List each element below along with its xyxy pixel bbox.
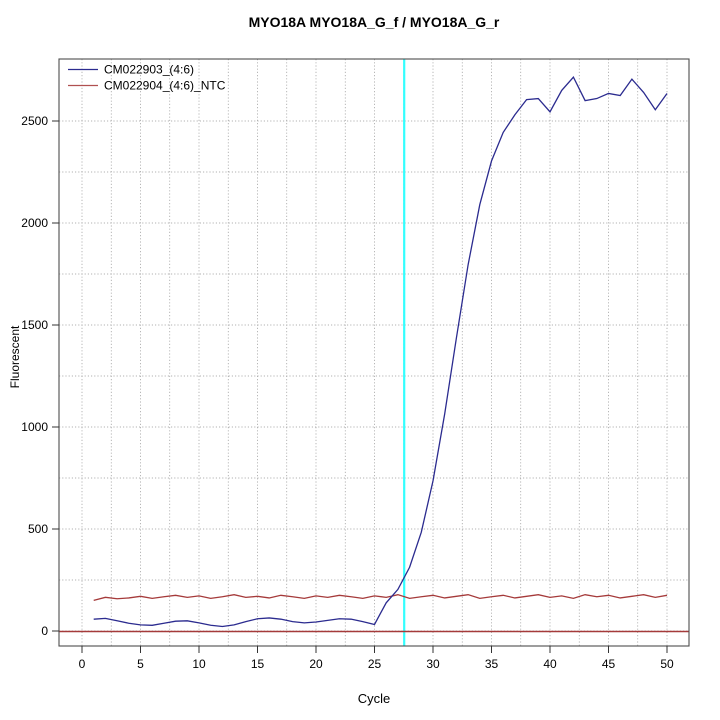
svg-text:45: 45: [602, 657, 616, 671]
svg-text:15: 15: [251, 657, 265, 671]
svg-text:1000: 1000: [21, 420, 48, 434]
svg-text:10: 10: [192, 657, 206, 671]
svg-text:5: 5: [137, 657, 144, 671]
svg-text:CM022903_(4:6): CM022903_(4:6): [104, 63, 194, 77]
svg-text:40: 40: [543, 657, 557, 671]
svg-text:30: 30: [426, 657, 440, 671]
svg-text:50: 50: [660, 657, 674, 671]
svg-text:1500: 1500: [21, 318, 48, 332]
svg-text:MYO18A MYO18A_G_f / MYO18A_G_: MYO18A MYO18A_G_f / MYO18A_G_r: [249, 14, 500, 30]
svg-text:0: 0: [79, 657, 86, 671]
svg-text:CM022904_(4:6)_NTC: CM022904_(4:6)_NTC: [104, 79, 226, 93]
svg-text:0: 0: [41, 624, 48, 638]
svg-text:2000: 2000: [21, 216, 48, 230]
svg-text:Fluorescent: Fluorescent: [8, 325, 22, 388]
svg-text:20: 20: [309, 657, 323, 671]
svg-text:35: 35: [485, 657, 499, 671]
svg-text:500: 500: [28, 522, 48, 536]
svg-text:2500: 2500: [21, 114, 48, 128]
svg-text:Cycle: Cycle: [358, 691, 391, 706]
svg-text:25: 25: [368, 657, 382, 671]
